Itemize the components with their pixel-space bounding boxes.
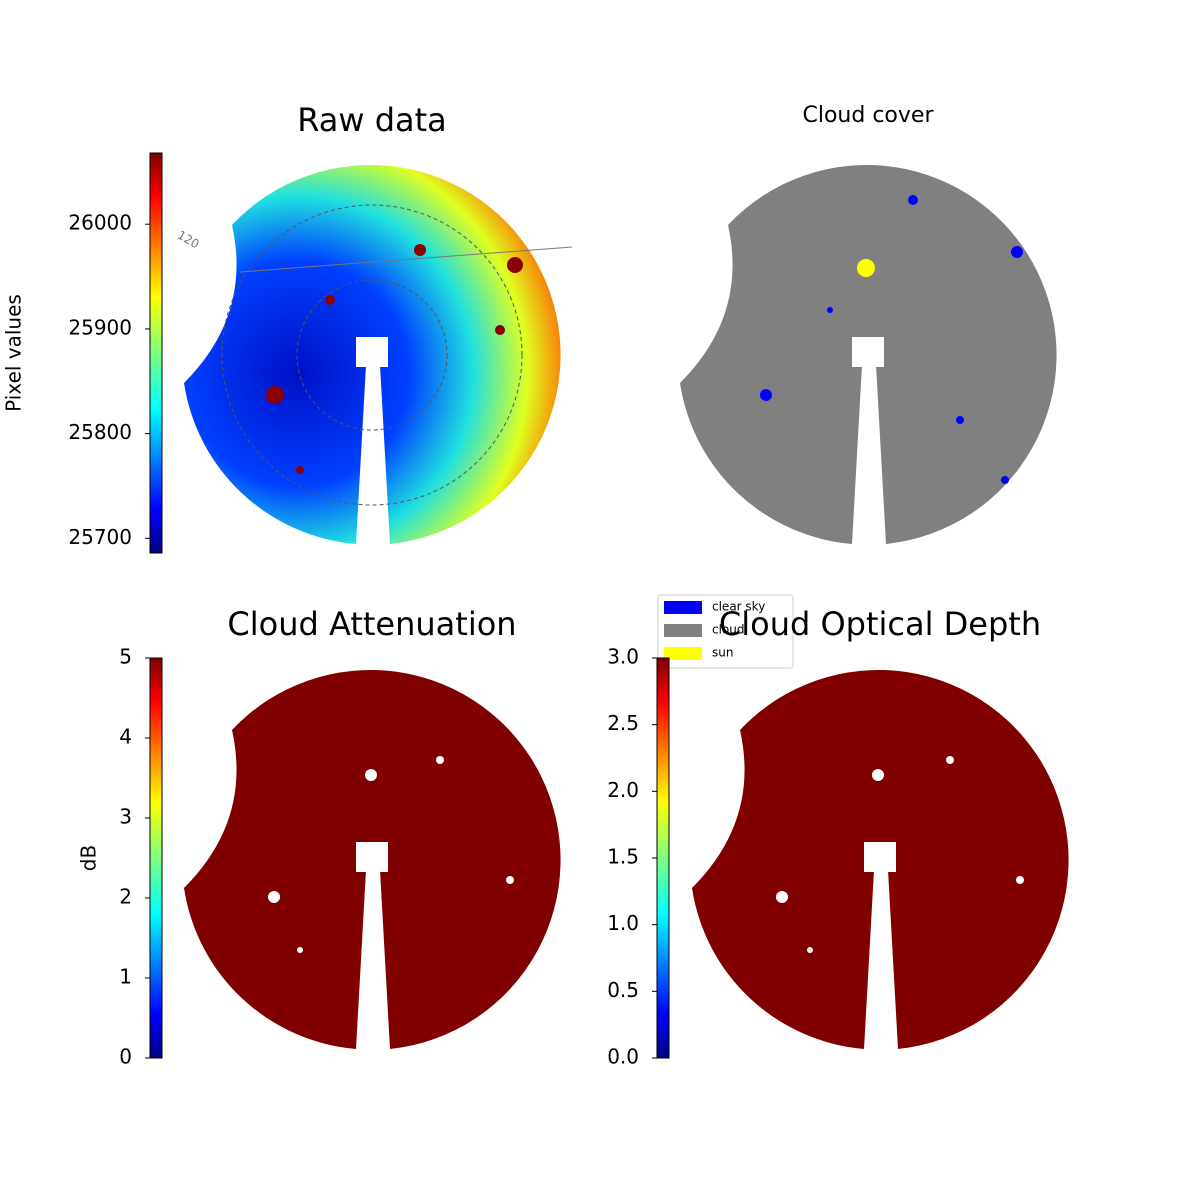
colorbar-tick-label: 26000 <box>68 211 132 235</box>
colorbar-label: Pixel values <box>2 294 26 412</box>
colorbar-tick-label: 1 <box>119 965 132 989</box>
colorbar-tick-label: 2.0 <box>607 778 639 802</box>
speckles <box>266 244 523 474</box>
legend-swatch <box>664 647 702 660</box>
colorbar-tick-label: 0.0 <box>607 1045 639 1069</box>
colorbar <box>149 657 163 1059</box>
colorbar <box>656 657 670 1059</box>
colorbar-label: dB <box>77 845 101 871</box>
legend-label: clear sky <box>712 600 765 614</box>
colorbar-tick-label: 25700 <box>68 525 132 549</box>
panels <box>184 164 1069 1049</box>
panel-title: Raw data <box>297 101 447 139</box>
colorbar-tick-label: 0.5 <box>607 978 639 1002</box>
clear-patches <box>760 195 1023 484</box>
colorbar-tick-label: 1.5 <box>607 845 639 869</box>
sun <box>857 259 875 277</box>
colorbar-tick-label: 25800 <box>68 420 132 444</box>
colorbar-tick-label: 5 <box>119 645 132 669</box>
panel-title: Cloud Attenuation <box>227 605 516 643</box>
legend-label: cloud <box>712 623 745 637</box>
colorbar-tick-label: 25900 <box>68 315 132 339</box>
legend-label: sun <box>712 646 733 660</box>
colorbar <box>149 152 163 554</box>
legend-swatch <box>664 601 702 614</box>
colorbar-tick-label: 1.0 <box>607 911 639 935</box>
legend-swatch <box>664 624 702 637</box>
annotation: 120 <box>175 228 202 252</box>
colorbar-tick-label: 2 <box>119 885 132 909</box>
colorbar-tick-label: 4 <box>119 725 132 749</box>
colorbar-tick-label: 0 <box>119 1045 132 1069</box>
mount <box>356 337 896 872</box>
panel-title: Cloud cover <box>803 103 935 128</box>
colorbar-tick-label: 3 <box>119 805 132 829</box>
grid-circles <box>221 204 573 506</box>
panel-title: Cloud Optical Depth <box>719 605 1041 643</box>
colorbar-tick-label: 2.5 <box>607 711 639 735</box>
speckles <box>268 756 1024 953</box>
colorbar-tick-label: 3.0 <box>607 645 639 669</box>
